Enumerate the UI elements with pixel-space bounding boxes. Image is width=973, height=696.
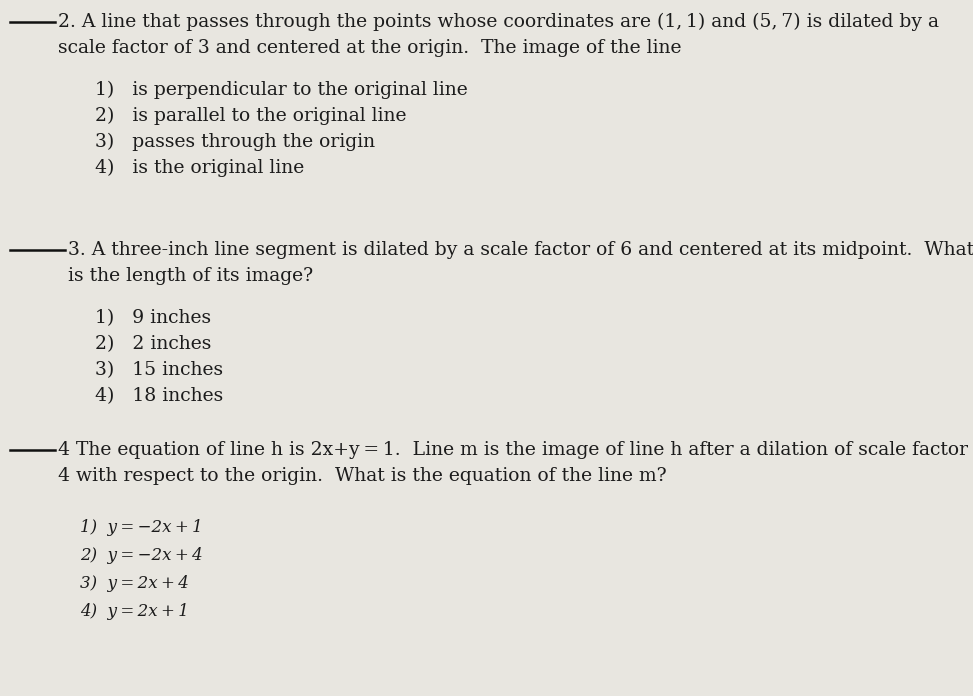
Text: 1)   9 inches: 1) 9 inches	[95, 309, 211, 327]
Text: 4)  y = 2x + 1: 4) y = 2x + 1	[80, 603, 189, 621]
Text: 3)   15 inches: 3) 15 inches	[95, 361, 223, 379]
Text: 1)  y = −2x + 1: 1) y = −2x + 1	[80, 519, 202, 537]
Text: 4)   18 inches: 4) 18 inches	[95, 387, 223, 405]
Text: 2. A line that passes through the points whose coordinates are (1, 1) and (5, 7): 2. A line that passes through the points…	[58, 13, 939, 31]
Text: scale factor of 3 and centered at the origin.  The image of the line: scale factor of 3 and centered at the or…	[58, 39, 681, 57]
Text: 3)   passes through the origin: 3) passes through the origin	[95, 133, 376, 151]
Text: 2)   is parallel to the original line: 2) is parallel to the original line	[95, 107, 407, 125]
Text: 2)  y = −2x + 4: 2) y = −2x + 4	[80, 548, 202, 564]
Text: 2)   2 inches: 2) 2 inches	[95, 335, 211, 353]
Text: is the length of its image?: is the length of its image?	[68, 267, 313, 285]
Text: 1)   is perpendicular to the original line: 1) is perpendicular to the original line	[95, 81, 468, 99]
Text: 4 with respect to the origin.  What is the equation of the line m?: 4 with respect to the origin. What is th…	[58, 467, 667, 485]
Text: 3)  y = 2x + 4: 3) y = 2x + 4	[80, 576, 189, 592]
Text: 3. A three-inch line segment is dilated by a scale factor of 6 and centered at i: 3. A three-inch line segment is dilated …	[68, 241, 973, 259]
Text: 4 The equation of line h is 2x+y = 1.  Line m is the image of line h after a dil: 4 The equation of line h is 2x+y = 1. Li…	[58, 441, 968, 459]
Text: 4)   is the original line: 4) is the original line	[95, 159, 305, 177]
